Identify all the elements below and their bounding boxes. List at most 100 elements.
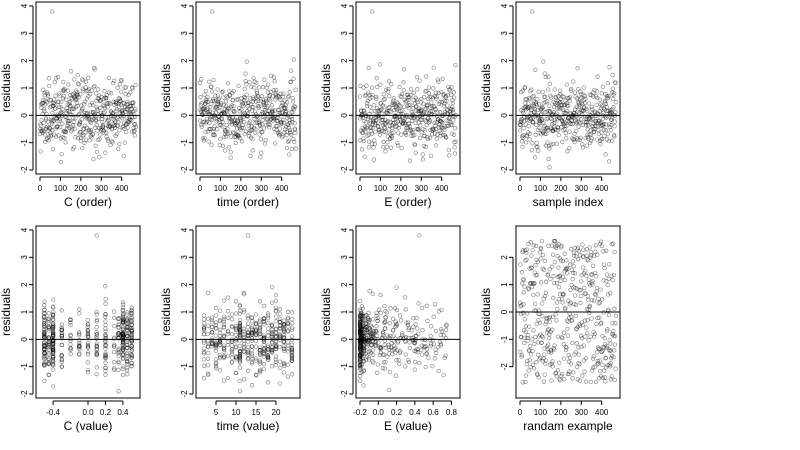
data-point [120, 341, 126, 346]
data-point [50, 312, 56, 318]
data-point [443, 112, 448, 117]
data-point [532, 341, 537, 346]
data-point [393, 373, 398, 378]
data-point [381, 352, 387, 357]
data-point [359, 313, 364, 318]
data-point [275, 119, 280, 124]
data-point [103, 339, 108, 344]
data-point [247, 130, 252, 136]
data-point [125, 99, 130, 105]
data-point [120, 337, 126, 343]
data-point [521, 327, 527, 333]
data-point [577, 323, 583, 328]
data-point [67, 109, 72, 115]
data-point [269, 345, 275, 350]
data-point [548, 93, 553, 98]
data-point [237, 333, 243, 338]
data-point [357, 94, 363, 99]
data-point [273, 330, 279, 335]
data-point [248, 153, 253, 158]
data-point [528, 110, 533, 116]
data-point [450, 100, 456, 106]
data-point [210, 113, 215, 119]
data-point [42, 90, 47, 96]
data-point [605, 327, 610, 332]
data-point [46, 94, 51, 99]
data-point [393, 104, 399, 109]
data-point [238, 115, 243, 121]
data-point [572, 139, 577, 145]
data-point [593, 119, 598, 124]
data-point [283, 127, 288, 132]
data-point [217, 318, 223, 324]
data-point [276, 131, 281, 136]
data-point [577, 322, 582, 327]
data-point [104, 134, 109, 139]
data-point [587, 304, 592, 309]
data-point [278, 120, 284, 125]
data-point [265, 347, 271, 352]
data-point [360, 355, 365, 360]
data-point [209, 341, 215, 346]
data-point [444, 107, 449, 112]
data-point [445, 103, 450, 108]
data-point [579, 100, 584, 106]
data-point [571, 79, 576, 84]
data-point [540, 130, 546, 136]
data-point [360, 306, 366, 311]
data-point [527, 358, 532, 363]
data-point [357, 326, 363, 331]
data-point [586, 338, 591, 343]
data-point [403, 113, 409, 119]
data-point [94, 91, 99, 96]
data-point [590, 124, 595, 129]
data-point [358, 329, 364, 335]
data-point [246, 123, 251, 128]
data-point [201, 349, 207, 354]
data-point [103, 332, 108, 337]
data-point [111, 315, 117, 321]
data-point [432, 120, 437, 125]
data-point [376, 124, 381, 130]
data-point [527, 118, 532, 123]
y-tick-label: 3 [180, 31, 189, 36]
data-point [269, 284, 275, 290]
data-point [525, 105, 531, 110]
data-point [285, 374, 290, 379]
data-point [541, 100, 546, 106]
data-point [282, 348, 287, 354]
data-point [241, 334, 247, 339]
data-point [251, 97, 256, 102]
data-point [386, 127, 391, 132]
data-point [547, 165, 552, 170]
data-point [425, 116, 431, 121]
data-point [208, 126, 213, 132]
data-point [403, 99, 408, 105]
data-point [533, 101, 539, 106]
data-point [430, 126, 436, 131]
data-point [411, 98, 416, 103]
data-point [583, 291, 588, 296]
data-point [42, 347, 47, 352]
data-point [125, 354, 130, 359]
data-point [257, 329, 263, 334]
data-point [213, 320, 219, 325]
data-point [363, 337, 368, 343]
data-point [259, 94, 265, 99]
data-point [76, 82, 81, 87]
data-point [585, 108, 590, 113]
data-point [362, 345, 367, 350]
data-point [611, 354, 616, 360]
data-point [269, 348, 275, 353]
data-point [562, 269, 567, 274]
data-point [244, 82, 249, 87]
data-point [557, 376, 562, 382]
data-point [87, 119, 93, 125]
data-point [127, 109, 133, 115]
data-point [46, 361, 51, 366]
data-point [550, 314, 556, 320]
data-point [116, 316, 121, 321]
data-point [125, 358, 130, 364]
data-point [559, 118, 565, 123]
data-point [249, 327, 255, 333]
